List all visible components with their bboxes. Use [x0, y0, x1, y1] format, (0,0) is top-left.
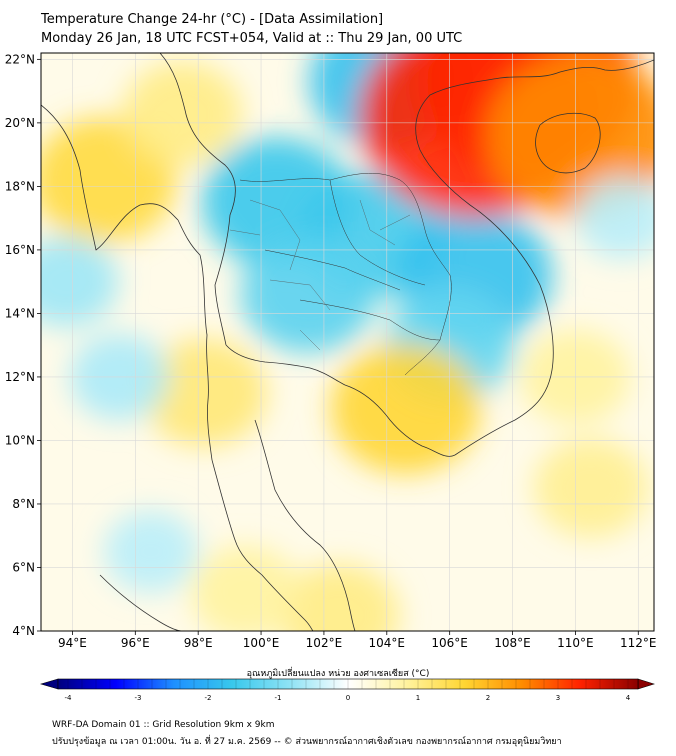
colorbar-tick-label: 4	[626, 694, 631, 702]
myanmar-border	[159, 53, 236, 346]
lat-tick-label: 12°N	[5, 370, 35, 384]
vietnam-coastline	[415, 71, 561, 456]
anomaly-cell	[190, 545, 301, 631]
lat-tick-label: 18°N	[5, 179, 35, 193]
lon-tick-label: 102°E	[306, 636, 343, 650]
temperature-field	[41, 53, 654, 631]
anomaly-cell	[240, 235, 376, 353]
anomaly-cell	[142, 338, 267, 448]
colorbar-tick-label: 2	[486, 694, 490, 702]
latitude-ticks: 22°N 20°N 18°N 16°N 14°N 12°N 10°N 8°N 6°N 4°N	[5, 52, 41, 638]
colorbar-tick-label: -3	[135, 694, 142, 702]
plot-frame	[40, 52, 655, 632]
colorbar: -4 -3 -2 -1 0 1 2 3 4	[39, 678, 656, 702]
hainan-island	[535, 112, 601, 174]
china-coastline	[559, 59, 654, 73]
lon-tick-label: 98°E	[184, 636, 213, 650]
map-title: Temperature Change 24-hr (°C) - [Data As…	[41, 12, 384, 27]
lat-tick-label: 20°N	[5, 116, 35, 130]
sumatra-coastline	[99, 574, 183, 631]
gulf-coastline	[225, 344, 456, 457]
province-borders	[229, 199, 411, 351]
lat-tick-label: 14°N	[5, 306, 35, 320]
colorbar-tick-label: 3	[556, 694, 560, 702]
lat-tick-label: 6°N	[12, 560, 35, 574]
colorbar-tick-label: -4	[65, 694, 73, 702]
gridlines	[41, 53, 654, 631]
colorbar-tick-label: -1	[275, 694, 282, 702]
lon-tick-label: 106°E	[431, 636, 468, 650]
lat-tick-label: 16°N	[5, 243, 35, 257]
lon-tick-label: 94°E	[58, 636, 87, 650]
anomaly-cell	[103, 510, 199, 593]
myanmar-coastline	[41, 104, 213, 461]
anomaly-cell	[201, 137, 352, 268]
lat-tick-label: 10°N	[5, 433, 35, 447]
lat-tick-label: 22°N	[5, 52, 35, 66]
footer-model-info: WRF-DA Domain 01 :: Grid Resolution 9km …	[52, 720, 275, 730]
lon-tick-label: 110°E	[557, 636, 594, 650]
lat-tick-label: 8°N	[12, 497, 35, 511]
longitude-ticks: 94°E 96°E 98°E 100°E 102°E 104°E 106°E 108°E 110…	[58, 631, 657, 650]
lon-tick-label: 104°E	[369, 636, 406, 650]
colorbar-tick-label: -2	[205, 694, 212, 702]
lon-tick-label: 100°E	[243, 636, 280, 650]
lon-tick-label: 96°E	[121, 636, 150, 650]
anomaly-cell	[330, 343, 481, 474]
colorbar-max-extension	[637, 678, 656, 690]
footer-credit: ปรับปรุงข้อมูล ณ เวลา 01:00น. วัน อ. ที่…	[52, 737, 562, 747]
lon-tick-label: 108°E	[494, 636, 531, 650]
colorbar-tick-label: 0	[346, 694, 350, 702]
anomaly-cell	[486, 53, 654, 219]
lon-tick-label: 112°E	[620, 636, 657, 650]
malay-peninsula-east	[254, 419, 356, 631]
coastlines-borders	[41, 53, 654, 631]
lat-tick-label: 4°N	[12, 624, 35, 638]
colorbar-min-extension	[39, 678, 59, 690]
colorbar-tick-label: 1	[416, 694, 420, 702]
colorbar-title: อุณหภูมิเปลี่ยนแปลง หน่วย องศาเซลเซียส (…	[246, 669, 430, 679]
map-valid-time: Monday 26 Jan, 18 UTC FCST+054, Valid at…	[41, 31, 463, 46]
anomaly-cell	[122, 61, 243, 166]
internal-borders	[239, 173, 452, 376]
anomaly-cell	[533, 438, 649, 538]
malay-peninsula	[211, 459, 314, 631]
anomaly-cell	[41, 236, 119, 328]
anomaly-cell	[575, 177, 654, 260]
anomaly-cell	[279, 563, 400, 631]
